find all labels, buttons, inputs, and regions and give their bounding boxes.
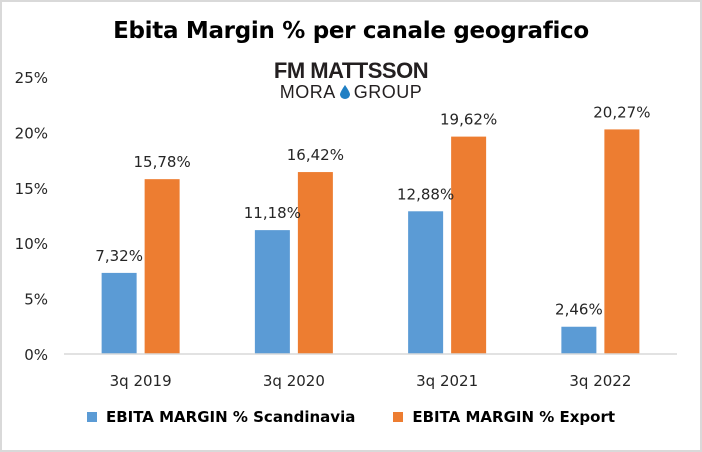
legend: EBITA MARGIN % Scandinavia EBITA MARGIN …	[0, 408, 702, 426]
water-drop-icon	[339, 85, 350, 99]
y-tick-label: 25%	[15, 69, 48, 87]
bar-export	[604, 129, 640, 354]
x-tick-label: 3q 2019	[110, 372, 172, 390]
data-label: 16,42%	[287, 146, 344, 164]
legend-label-export: EBITA MARGIN % Export	[412, 408, 616, 426]
logo-group: GROUP	[353, 82, 423, 102]
data-label: 20,27%	[593, 103, 650, 121]
y-tick-label: 5%	[24, 291, 48, 309]
x-tick-label: 3q 2022	[569, 372, 631, 390]
bar-scandinavia	[101, 272, 137, 354]
logo-subtitle: MORA GROUP	[0, 82, 702, 103]
legend-swatch-export	[393, 412, 404, 422]
data-label: 12,88%	[397, 185, 454, 203]
bar-export	[144, 179, 180, 354]
data-label: 15,78%	[134, 153, 191, 171]
bar-export	[451, 136, 487, 354]
chart-title: Ebita Margin % per canale geografico	[113, 18, 589, 44]
bar-scandinavia	[408, 211, 444, 354]
x-tick-label: 3q 2020	[263, 372, 325, 390]
logo-brand-name: FM MATTSSON	[273, 58, 429, 83]
legend-swatch-scandinavia	[86, 412, 97, 422]
y-tick-label: 0%	[24, 346, 48, 364]
data-label: 19,62%	[440, 111, 497, 129]
y-tick-label: 20%	[15, 124, 48, 142]
data-label: 2,46%	[555, 301, 603, 319]
x-tick-label: 3q 2021	[416, 372, 478, 390]
y-tick-label: 15%	[15, 180, 48, 198]
logo-mora: MORA	[279, 82, 336, 102]
data-label: 7,32%	[95, 247, 143, 265]
bar-export	[297, 172, 333, 354]
bar-scandinavia	[254, 230, 290, 354]
legend-item-scandinavia[interactable]: EBITA MARGIN % Scandinavia	[86, 408, 356, 426]
bar-scandinavia	[561, 326, 597, 354]
legend-item-export[interactable]: EBITA MARGIN % Export	[393, 408, 615, 426]
data-label: 11,18%	[244, 204, 301, 222]
y-tick-label: 10%	[15, 235, 48, 253]
legend-label-scandinavia: EBITA MARGIN % Scandinavia	[105, 408, 356, 426]
